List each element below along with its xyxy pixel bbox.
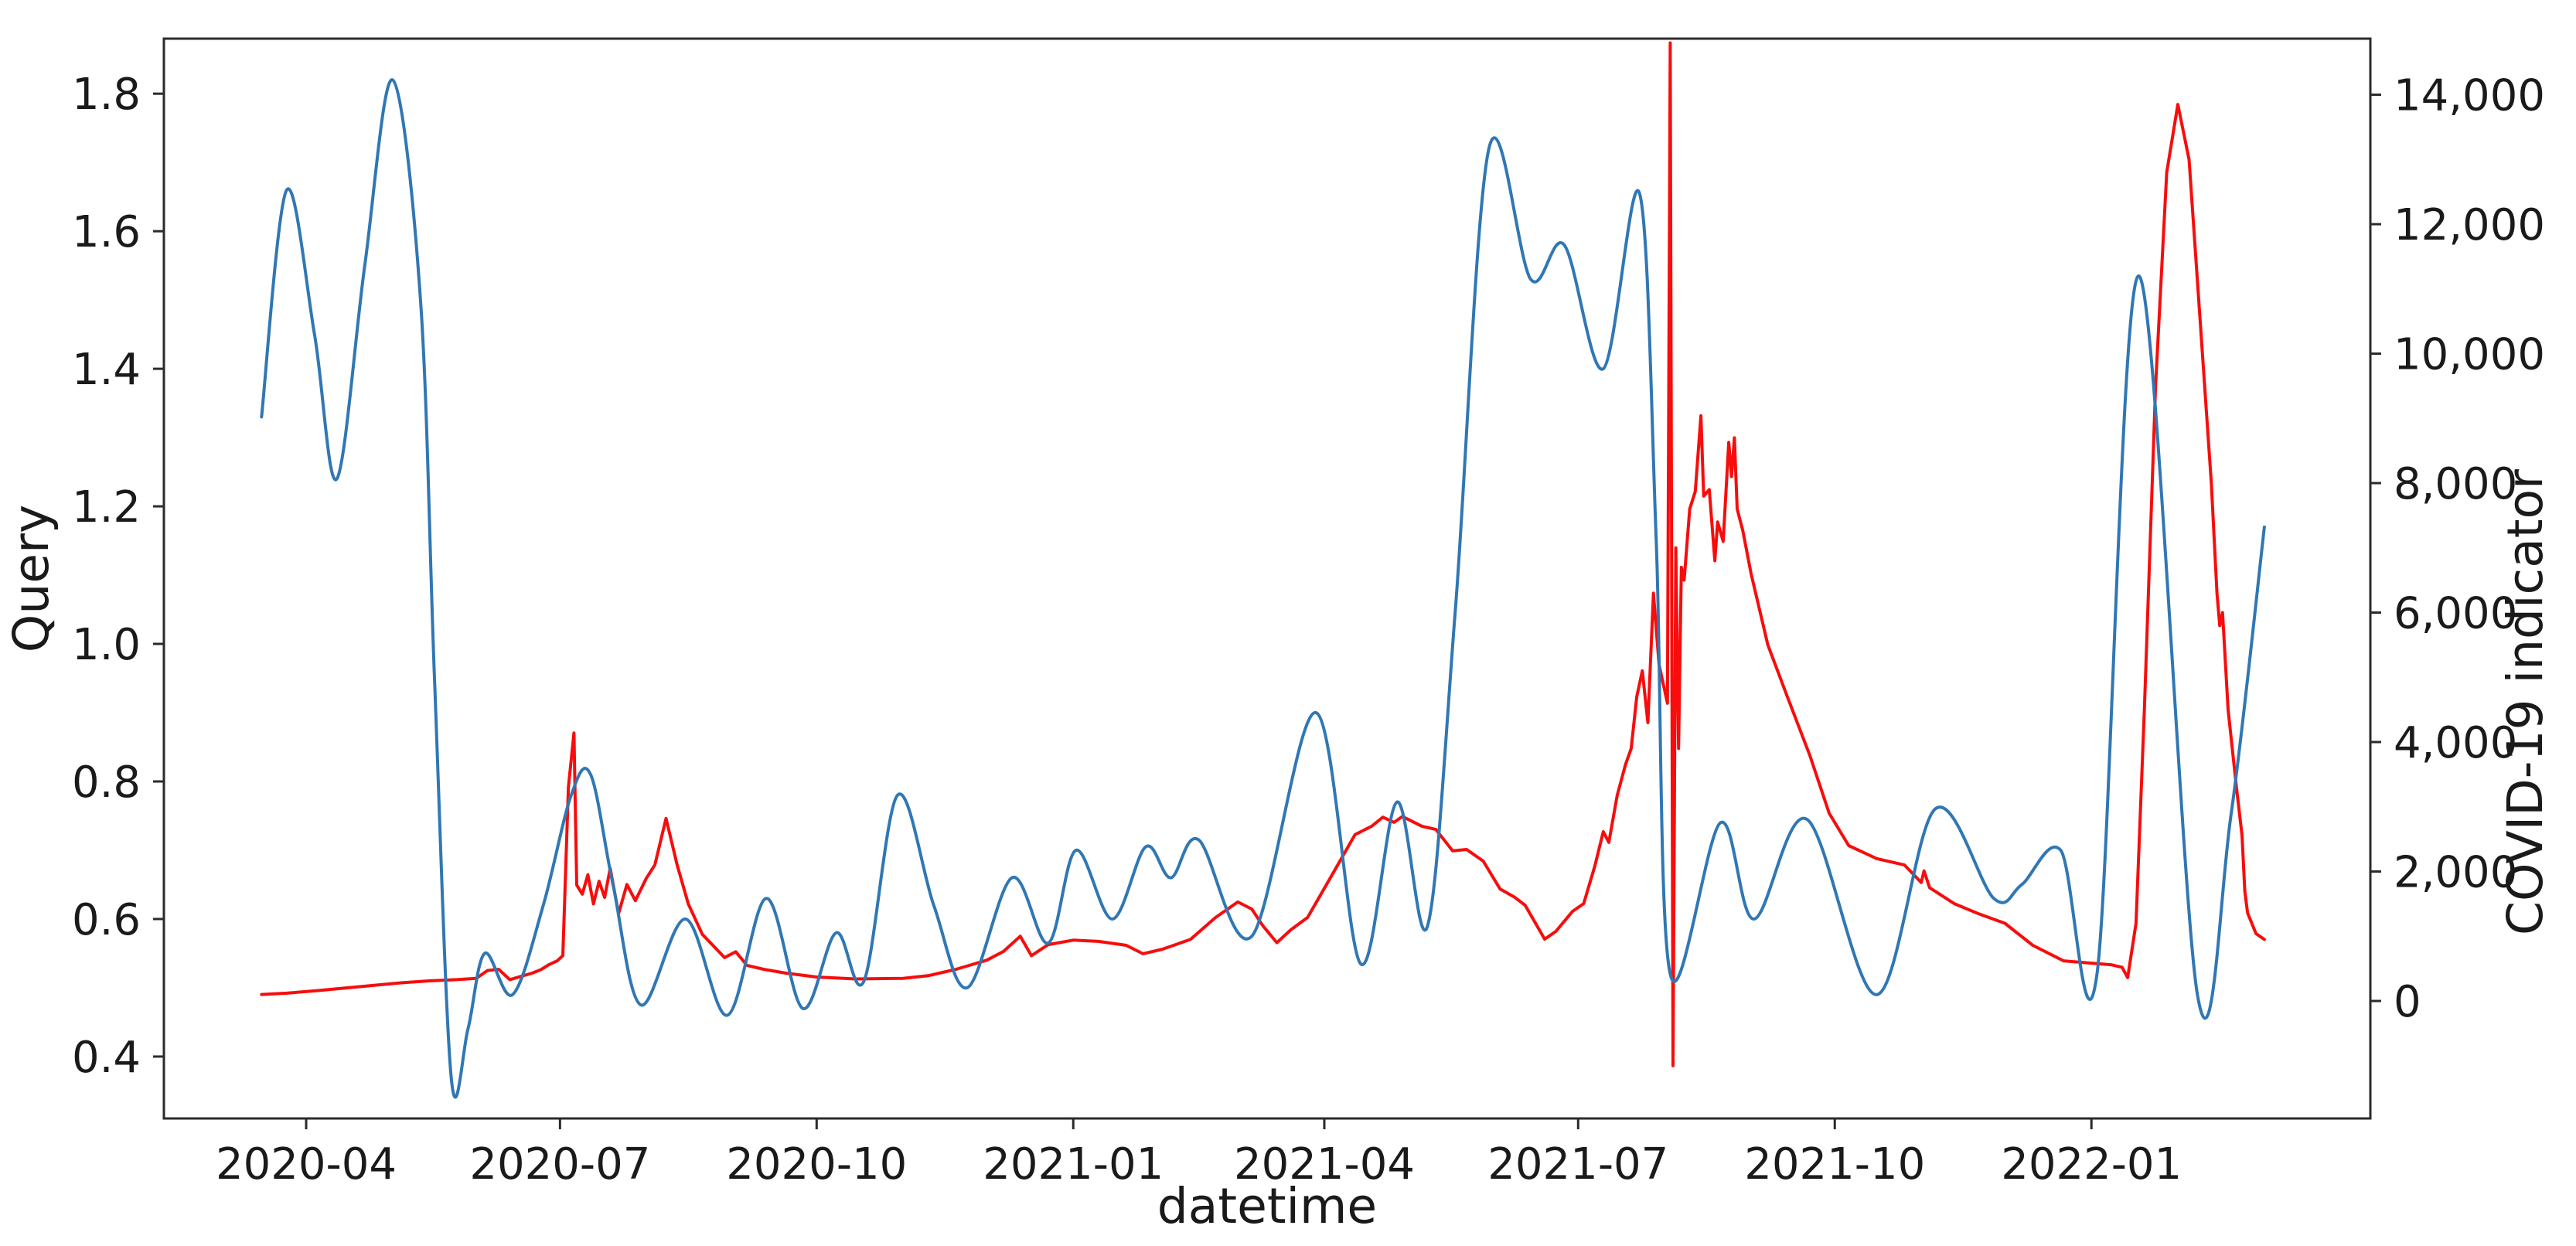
- axis-ticks: 2020-04 2020-07 2020-10 2021-01 2021-04 2021-…: [72, 70, 2545, 1190]
- x-tick-label: 2022-01: [2001, 1139, 2182, 1190]
- query-series-line: [260, 78, 2266, 1099]
- x-tick-label: 2020-10: [726, 1139, 907, 1190]
- y-left-tick-label: 1.2: [72, 482, 141, 533]
- y-left-axis-label: Query: [3, 505, 60, 652]
- plot-background: [164, 39, 2370, 1118]
- covid-series-line: [260, 41, 2266, 1067]
- y-right-tick-label: 6,000: [2394, 589, 2517, 639]
- y-right-tick-label: 12,000: [2394, 200, 2545, 250]
- y-left-tick-label: 1.0: [72, 620, 141, 670]
- y-right-tick-label: 8,000: [2394, 459, 2517, 509]
- y-right-axis-label: COVID-19 indicator: [2497, 469, 2554, 935]
- x-tick-label: 2020-07: [469, 1139, 650, 1190]
- plot-border: [162, 37, 2372, 1120]
- x-tick-label: 2020-04: [216, 1139, 397, 1190]
- y-left-tick-label: 1.6: [72, 207, 141, 257]
- y-right-tick-label: 10,000: [2394, 330, 2545, 380]
- y-left-tick-label: 0.6: [72, 895, 141, 945]
- x-tick-label: 2021-01: [983, 1139, 1164, 1190]
- y-left-tick-label: 0.4: [72, 1033, 141, 1083]
- series-group: [260, 41, 2266, 1099]
- y-right-tick-label: 2,000: [2394, 848, 2517, 898]
- y-right-tick-label: 4,000: [2394, 718, 2517, 768]
- y-left-tick-label: 1.8: [72, 70, 141, 120]
- y-right-tick-label: 14,000: [2394, 71, 2545, 121]
- y-left-tick-label: 1.4: [72, 345, 141, 395]
- x-tick-label: 2021-07: [1487, 1139, 1668, 1190]
- x-tick-label: 2021-10: [1744, 1139, 1925, 1190]
- y-left-tick-label: 0.8: [72, 757, 141, 808]
- x-axis-label: datetime: [1157, 1178, 1377, 1234]
- y-right-tick-label: 0: [2394, 977, 2421, 1027]
- x-tick-label: 2021-04: [1234, 1139, 1415, 1190]
